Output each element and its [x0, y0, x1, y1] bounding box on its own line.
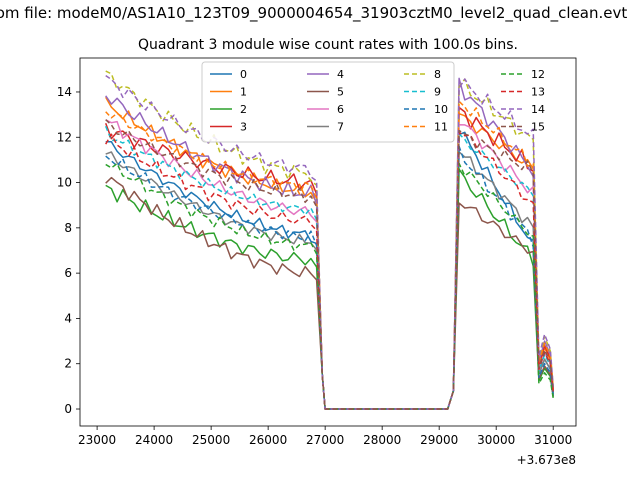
- series-line-3: [104, 106, 554, 410]
- series-line-0: [105, 131, 554, 410]
- y-tick-label: 12: [57, 130, 72, 144]
- x-axis-offset-label: +3.673e8: [517, 453, 576, 467]
- series-line-10: [105, 145, 554, 410]
- y-tick-label: 6: [64, 266, 72, 280]
- series-line-11: [105, 100, 554, 410]
- legend-box: [201, 61, 455, 143]
- x-tick-label: 31000: [534, 433, 572, 447]
- legend-label-0: 0: [240, 68, 247, 81]
- series-line-15: [105, 119, 554, 410]
- series-line-12: [105, 162, 554, 410]
- chart-title: Quadrant 3 module wise count rates with …: [138, 37, 518, 53]
- legend-label-14: 14: [531, 103, 545, 116]
- series-line-5: [105, 176, 554, 410]
- x-tick-label: 25000: [192, 433, 230, 447]
- x-axis: 23000 24000 25000 26000 27000 28000 29000 30000…: [78, 426, 572, 447]
- axes-frame: [79, 57, 577, 427]
- y-axis: 0 2 4 6 8 10 12 14: [57, 85, 80, 416]
- series-line-2: [105, 168, 554, 410]
- legend-label-12: 12: [531, 68, 545, 81]
- y-tick-label: 4: [64, 311, 72, 325]
- y-tick-label: 2: [64, 357, 72, 371]
- series-line-7: [105, 151, 554, 410]
- legend-label-9: 9: [434, 86, 441, 99]
- legend-label-5: 5: [337, 86, 344, 99]
- series-line-14: [105, 74, 554, 410]
- y-tick-label: 8: [64, 221, 72, 235]
- x-tick-label: 26000: [249, 433, 287, 447]
- y-tick-label: 14: [57, 85, 72, 99]
- x-tick-label: 27000: [306, 433, 344, 447]
- legend-label-7: 7: [337, 121, 344, 134]
- x-tick-label: 29000: [420, 433, 458, 447]
- series-line-13: [105, 131, 554, 410]
- x-tick-label: 30000: [477, 433, 515, 447]
- figure-suptitle-text: Data from file: modeM0/AS1A10_123T09_900…: [0, 4, 628, 22]
- legend-label-10: 10: [434, 103, 448, 116]
- series-line-6: [105, 119, 554, 410]
- x-tick-label: 23000: [78, 433, 116, 447]
- y-tick-label: 0: [64, 402, 72, 416]
- y-tick-label: 10: [57, 176, 72, 190]
- legend-label-6: 6: [337, 103, 344, 116]
- legend-label-4: 4: [337, 68, 344, 81]
- legend-label-8: 8: [434, 68, 441, 81]
- figure-suptitle: Data from file: modeM0/AS1A10_123T09_900…: [0, 4, 640, 22]
- legend-label-2: 2: [240, 103, 247, 116]
- x-tick-label: 28000: [363, 433, 401, 447]
- x-tick-label: 24000: [135, 433, 173, 447]
- series-line-9: [105, 125, 554, 410]
- legend-label-13: 13: [531, 86, 545, 99]
- legend-label-11: 11: [434, 121, 448, 134]
- legend-label-3: 3: [240, 121, 247, 134]
- legend-label-15: 15: [531, 121, 545, 134]
- legend-label-1: 1: [240, 86, 247, 99]
- series-layer: [104, 70, 554, 410]
- series-line-8: [105, 70, 554, 410]
